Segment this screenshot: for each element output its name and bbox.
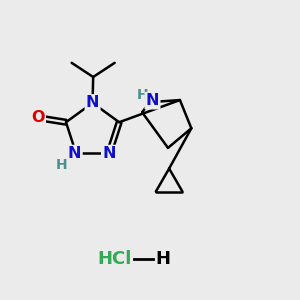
Text: N: N bbox=[68, 146, 81, 161]
Text: N: N bbox=[86, 95, 99, 110]
Text: HCl: HCl bbox=[98, 250, 132, 268]
Text: H: H bbox=[136, 88, 148, 102]
Text: N: N bbox=[102, 146, 116, 161]
Text: H: H bbox=[56, 158, 68, 172]
Text: H: H bbox=[156, 250, 171, 268]
Text: O: O bbox=[31, 110, 45, 125]
Text: N: N bbox=[146, 93, 159, 108]
